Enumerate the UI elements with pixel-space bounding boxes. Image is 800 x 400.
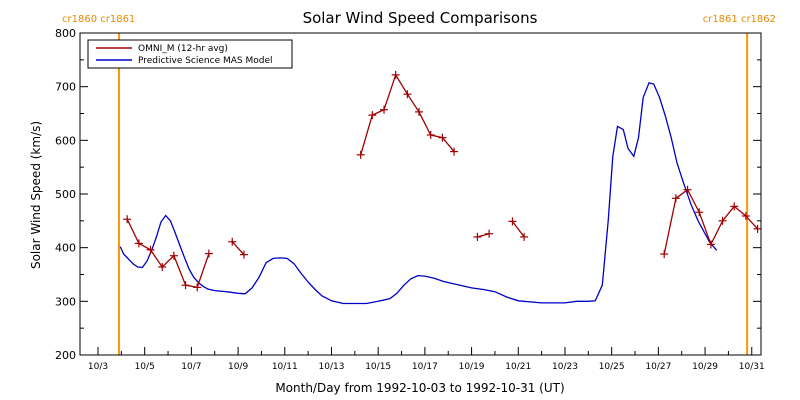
omni-point [123, 215, 132, 224]
omni-point [403, 90, 412, 99]
series-line-model [119, 82, 718, 305]
omni-point [204, 249, 213, 258]
omni-point [380, 105, 389, 114]
omni-point [228, 237, 237, 246]
omni-point [520, 232, 529, 241]
x-tick-label: 10/3 [88, 362, 108, 372]
x-tick-label: 10/11 [272, 362, 298, 372]
omni-point [473, 232, 482, 241]
y-tick-label: 600 [55, 134, 76, 147]
omni-point [356, 150, 365, 159]
omni-point [146, 245, 155, 254]
x-tick-label: 10/19 [459, 362, 485, 372]
series-line-omni [126, 218, 210, 289]
omni-point [426, 130, 435, 139]
x-ticks: 10/3 10/5 10/7 10/9 10/11 10/13 10/15 10/17 10/1… [88, 347, 765, 372]
omni-point [450, 147, 459, 156]
carrington-label: cr1861 cr1862 [703, 14, 776, 25]
omni-point [508, 217, 517, 226]
omni-point [485, 229, 494, 238]
x-axis-label: Month/Day from 1992-10-03 to 1992-10-31 … [275, 381, 564, 395]
x-tick-label: 10/21 [505, 362, 531, 372]
omni-point [671, 194, 680, 203]
y-tick-label: 200 [55, 349, 76, 362]
omni-point [193, 283, 202, 292]
omni-point [438, 133, 447, 142]
y-tick-label: 500 [55, 188, 76, 201]
omni-point [683, 185, 692, 194]
y-tick-label: 300 [55, 295, 76, 308]
omni-point [415, 107, 424, 116]
legend-box [87, 39, 293, 69]
x-tick-label: 10/29 [692, 362, 718, 372]
x-tick-label: 10/5 [135, 362, 155, 372]
y-tick-label: 800 [55, 27, 76, 40]
x-tick-label: 10/23 [552, 362, 578, 372]
legend-label-omni: OMNI_M (12-hr avg) [138, 44, 228, 54]
x-tick-label: 10/27 [645, 362, 671, 372]
omni-point [391, 70, 400, 79]
carrington-markers: cr1860 cr1861 cr1861 cr1862 [62, 14, 776, 355]
x-tick-label: 10/13 [319, 362, 345, 372]
omni-point [239, 250, 248, 259]
omni-point [741, 212, 750, 221]
x-tick-label: 10/9 [228, 362, 248, 372]
omni-point [695, 208, 704, 217]
y-tick-label: 400 [55, 242, 76, 255]
y-tick-label: 700 [55, 81, 76, 94]
legend-label-model: Predictive Science MAS Model [138, 56, 273, 66]
omni-point [718, 216, 727, 225]
x-tick-label: 10/7 [181, 362, 201, 372]
omni-point [181, 281, 190, 290]
omni-point [706, 240, 715, 249]
omni-point [368, 111, 377, 120]
legend: OMNI_M (12-hr avg) Predictive Science MA… [87, 39, 293, 69]
omni-point [660, 250, 669, 259]
plot-frame [79, 32, 762, 356]
omni-point [158, 262, 167, 271]
series-line-omni [231, 241, 245, 256]
carrington-label: cr1860 cr1861 [62, 14, 135, 25]
x-tick-label: 10/15 [365, 362, 391, 372]
omni-point [730, 202, 739, 211]
x-tick-label: 10/17 [412, 362, 438, 372]
y-axis-label: Solar Wind Speed (km/s) [29, 121, 43, 269]
omni-point [134, 239, 143, 248]
chart-title: Solar Wind Speed Comparisons [303, 9, 538, 27]
omni-point [753, 224, 762, 233]
x-tick-label: 10/25 [599, 362, 625, 372]
y-ticks: 200 300 400 500 600 700 800 [55, 27, 761, 362]
series-line-omni [511, 221, 525, 238]
x-tick-label: 10/31 [739, 362, 765, 372]
series-layer [119, 70, 762, 305]
omni-point [169, 251, 178, 260]
